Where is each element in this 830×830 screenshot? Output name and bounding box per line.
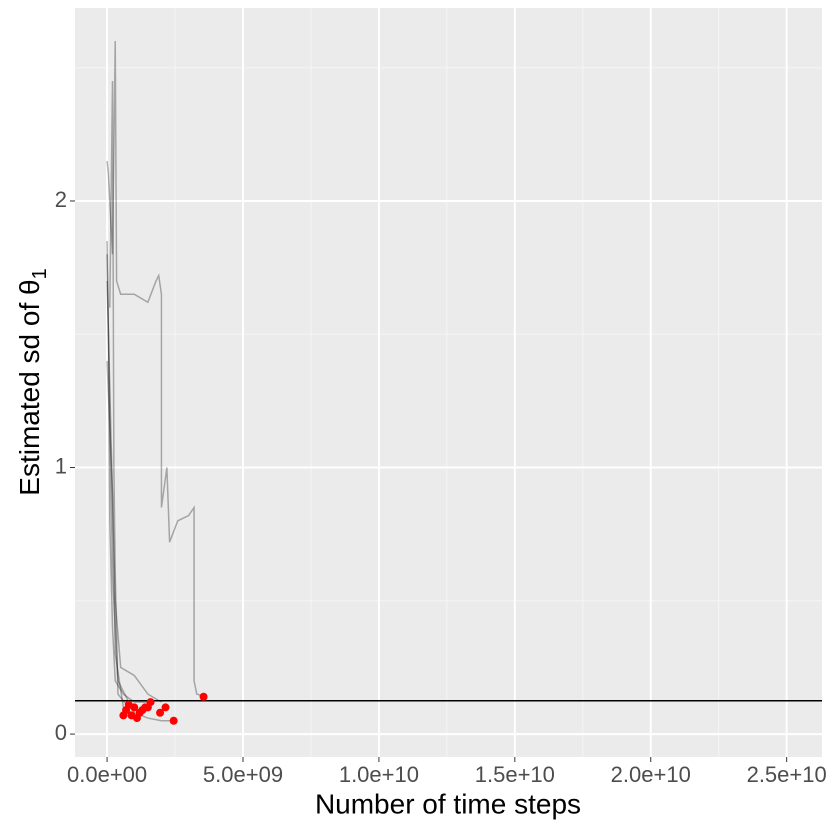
trace-line xyxy=(106,41,206,698)
end-point xyxy=(132,714,141,723)
x-tick-label: 5.0e+09 xyxy=(203,762,283,787)
x-tick-label: 1.5e+10 xyxy=(475,762,555,787)
x-tick-label: 0.0e+00 xyxy=(67,762,147,787)
trace-line xyxy=(106,254,176,722)
x-tick-label: 2.5e+10 xyxy=(747,762,827,787)
end-point xyxy=(199,692,208,701)
y-tick-label: 1 xyxy=(55,453,67,478)
end-point xyxy=(143,703,152,712)
end-point xyxy=(122,706,131,715)
y-tick-label: 0 xyxy=(55,720,67,745)
x-tick-label: 1.0e+10 xyxy=(339,762,419,787)
end-point xyxy=(169,716,178,725)
y-axis-title-main: Estimated sd of θ xyxy=(14,279,45,495)
y-tick-label: 2 xyxy=(55,187,67,212)
x-tick-label: 2.0e+10 xyxy=(611,762,691,787)
y-axis-title: Estimated sd of θ1 xyxy=(14,268,51,495)
end-point xyxy=(161,703,170,712)
end-point xyxy=(156,708,165,717)
y-axis-title-subscript: 1 xyxy=(29,268,51,279)
x-axis-title: Number of time steps xyxy=(315,788,581,819)
trace-line xyxy=(106,280,162,703)
panel xyxy=(75,8,822,757)
plot-area xyxy=(75,41,822,725)
